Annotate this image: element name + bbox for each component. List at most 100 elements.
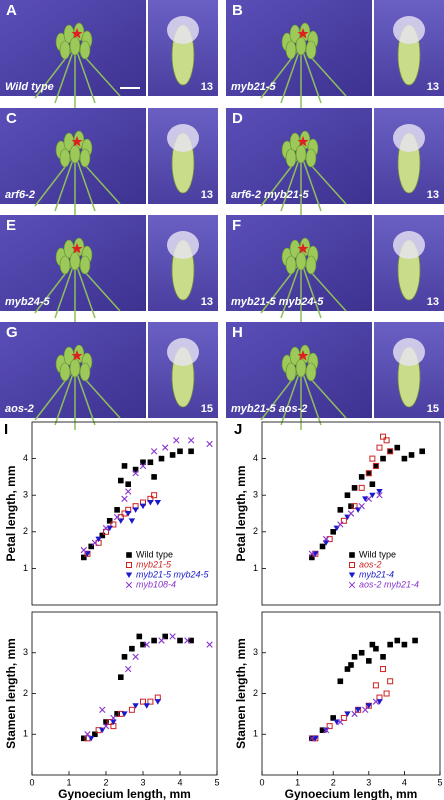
legend-marker <box>125 572 133 578</box>
point <box>206 440 213 448</box>
panel-letter: D <box>232 110 243 127</box>
point <box>380 666 387 673</box>
point <box>348 503 354 509</box>
point <box>177 637 183 644</box>
point <box>129 645 135 652</box>
asterisk <box>297 350 309 361</box>
point <box>372 682 379 689</box>
y-tick-label: 4 <box>253 453 258 463</box>
inset-petal <box>393 231 425 259</box>
point <box>80 546 87 554</box>
inset-petal <box>393 16 425 44</box>
point <box>95 536 102 543</box>
point <box>366 658 372 664</box>
point <box>362 706 369 713</box>
point <box>380 433 387 440</box>
stem <box>300 153 322 212</box>
y-axis-label: Petal length, mm <box>234 465 248 561</box>
point <box>308 550 316 557</box>
legend-label: myb21-5 myb24-5 <box>136 569 210 579</box>
point <box>340 517 347 524</box>
point <box>354 707 362 713</box>
x-tick-label: 5 <box>437 777 442 787</box>
panel-letter: C <box>6 110 17 127</box>
point <box>358 474 365 480</box>
bud <box>305 362 317 382</box>
point <box>369 481 376 488</box>
point <box>344 666 351 672</box>
legend-marker <box>125 581 133 589</box>
point <box>376 492 383 499</box>
point <box>162 444 169 451</box>
plot-frame <box>31 611 218 776</box>
point <box>158 637 165 644</box>
point <box>387 448 393 455</box>
stem <box>280 45 302 104</box>
inset-petal <box>167 231 199 259</box>
point <box>99 706 106 713</box>
point <box>125 488 132 495</box>
genotype-label: Wild type <box>5 81 54 93</box>
inset-petal <box>167 16 199 44</box>
y-tick-label: 3 <box>253 647 258 657</box>
point <box>177 448 183 455</box>
y-axis-label: Stamen length, mm <box>4 638 18 749</box>
point <box>380 455 386 462</box>
stem <box>54 260 76 319</box>
point <box>132 507 139 513</box>
point <box>387 641 393 648</box>
legend-label: myb108-4 <box>136 579 176 589</box>
stage-label: 13 <box>201 189 213 201</box>
stage-label: 13 <box>427 189 439 201</box>
stage-label: 15 <box>201 403 213 415</box>
point <box>365 703 372 709</box>
plot-frame <box>31 421 218 606</box>
stem <box>74 45 96 104</box>
bud <box>79 148 91 168</box>
bud <box>285 362 297 382</box>
x-axis-label: Gynoecium length, mm <box>285 787 418 800</box>
stem <box>300 260 322 319</box>
asterisk <box>71 350 83 361</box>
point <box>147 459 154 466</box>
point <box>106 525 113 532</box>
point <box>169 452 176 458</box>
point <box>376 699 383 705</box>
point <box>121 654 128 660</box>
x-tick-label: 0 <box>29 777 34 787</box>
point <box>206 641 213 648</box>
point <box>121 711 128 717</box>
legend-marker <box>126 562 132 568</box>
stem <box>54 367 76 426</box>
point <box>103 528 109 535</box>
point <box>92 731 98 738</box>
y-tick-label: 3 <box>23 490 28 500</box>
legend-marker <box>348 581 356 589</box>
bud <box>295 144 307 164</box>
point <box>173 437 180 444</box>
genotype-label: myb21-5 myb24-5 <box>231 296 324 308</box>
point <box>84 731 91 738</box>
point <box>365 495 372 503</box>
point <box>139 462 147 470</box>
point <box>387 678 394 685</box>
point <box>358 484 365 491</box>
point <box>337 507 344 513</box>
bud <box>285 40 297 60</box>
point <box>147 698 154 705</box>
point <box>118 477 124 484</box>
asterisk <box>297 243 309 254</box>
point <box>351 710 358 718</box>
point <box>337 521 344 528</box>
legend-label: myb21-5 <box>136 559 172 569</box>
inset-petal <box>167 124 199 152</box>
point <box>99 727 106 734</box>
x-tick-label: 1 <box>295 777 300 787</box>
point <box>373 463 379 469</box>
bud <box>69 358 81 378</box>
point <box>322 540 330 546</box>
point <box>344 492 351 498</box>
point <box>128 518 136 524</box>
y-tick-label: 4 <box>23 453 28 463</box>
point <box>128 706 135 713</box>
